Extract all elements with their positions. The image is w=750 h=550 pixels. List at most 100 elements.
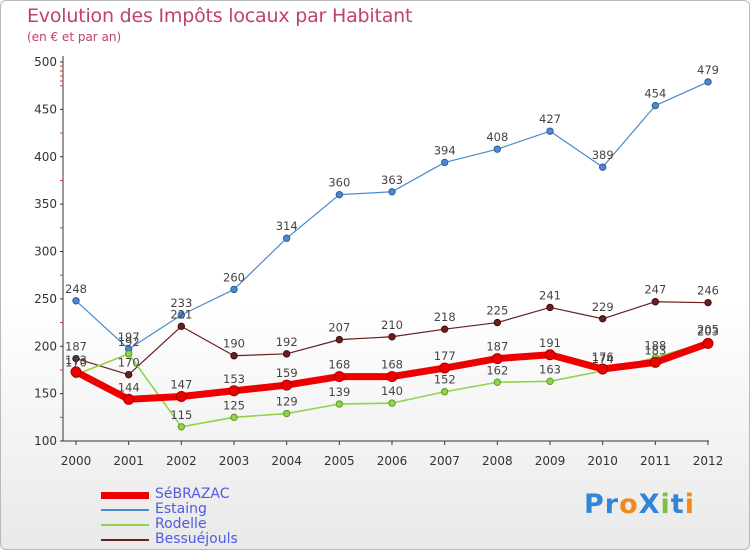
legend-label: SéBRAZAC — [155, 486, 230, 502]
data-label: 363 — [381, 173, 403, 187]
legend-swatch — [101, 524, 149, 526]
data-point-bessuejouls — [651, 298, 660, 306]
data-point-estaing — [282, 234, 291, 242]
data-point-sebrazac — [123, 393, 135, 405]
data-point-sebrazac — [702, 337, 714, 349]
data-point-sebrazac — [491, 353, 503, 365]
y-tick-label: 100 — [34, 434, 57, 448]
data-point-rodelle — [546, 377, 554, 386]
data-label: 246 — [697, 284, 719, 298]
data-point-rodelle — [493, 378, 502, 386]
data-point-rodelle — [388, 399, 396, 407]
data-point-rodelle — [177, 423, 186, 431]
data-point-estaing — [546, 127, 554, 135]
y-tick-label: 350 — [34, 197, 57, 211]
data-point-rodelle — [335, 400, 344, 408]
data-label: 218 — [434, 310, 456, 324]
data-point-estaing — [704, 78, 712, 86]
logo-letter: X — [638, 489, 661, 520]
data-label: 260 — [223, 270, 245, 284]
data-point-bessuejouls — [282, 350, 291, 358]
data-point-estaing — [651, 101, 660, 110]
data-label: 479 — [697, 63, 719, 77]
data-label: 147 — [170, 377, 192, 391]
data-label: 152 — [434, 373, 456, 387]
data-point-estaing — [335, 190, 344, 199]
data-label: 187 — [486, 340, 508, 354]
data-point-bessuejouls — [230, 352, 238, 360]
data-label: 125 — [223, 398, 245, 412]
data-label: 229 — [592, 300, 614, 314]
data-label: 207 — [328, 321, 350, 335]
data-label: 247 — [644, 283, 666, 297]
logo-letter: P — [584, 489, 605, 520]
y-tick-label: 400 — [34, 150, 57, 164]
data-label: 173 — [65, 353, 87, 367]
data-point-bessuejouls — [440, 325, 449, 333]
data-point-sebrazac — [175, 390, 187, 402]
data-point-rodelle — [282, 409, 291, 418]
data-label: 408 — [486, 130, 508, 144]
logo-letter: o — [619, 489, 639, 520]
x-tick-label: 2005 — [324, 454, 355, 468]
x-tick-label: 2011 — [640, 454, 671, 468]
data-label: 394 — [434, 143, 456, 157]
x-tick-label: 2009 — [535, 454, 566, 468]
y-tick-label: 250 — [34, 292, 57, 306]
data-label: 129 — [276, 395, 298, 409]
legend-swatch — [101, 491, 149, 499]
data-label: 144 — [118, 380, 140, 394]
data-label: 187 — [65, 340, 87, 354]
x-tick-label: 2006 — [377, 454, 408, 468]
data-point-sebrazac — [649, 356, 661, 368]
data-point-estaing — [493, 145, 502, 153]
data-point-sebrazac — [439, 362, 451, 374]
x-tick-label: 2001 — [113, 454, 144, 468]
data-label: 159 — [276, 366, 298, 380]
data-label: 221 — [170, 307, 192, 321]
data-point-sebrazac — [386, 371, 398, 383]
data-point-sebrazac — [544, 349, 556, 361]
data-label: 197 — [118, 330, 140, 344]
data-label: 241 — [539, 288, 561, 302]
data-point-rodelle — [124, 350, 133, 358]
data-label: 177 — [434, 349, 456, 363]
x-tick-label: 2003 — [219, 454, 250, 468]
data-label: 360 — [328, 176, 350, 190]
data-label: 176 — [592, 350, 614, 364]
data-label: 153 — [223, 372, 245, 386]
x-tick-label: 2004 — [271, 454, 302, 468]
data-label: 203 — [697, 324, 719, 338]
logo-letter: i — [684, 489, 695, 520]
x-tick-label: 2007 — [429, 454, 460, 468]
data-label: 427 — [539, 112, 561, 126]
data-label: 192 — [276, 335, 298, 349]
data-point-estaing — [72, 297, 80, 305]
chart-title: Evolution des Impôts locaux par Habitant — [27, 5, 413, 27]
data-point-rodelle — [440, 388, 449, 396]
data-label: 454 — [644, 87, 666, 101]
x-tick-label: 2002 — [166, 454, 197, 468]
y-tick-label: 300 — [34, 245, 57, 259]
proxiti-logo: ProXiti — [584, 489, 695, 520]
data-point-bessuejouls — [704, 298, 712, 307]
data-label: 190 — [223, 337, 245, 351]
y-tick-label: 500 — [34, 55, 57, 69]
data-point-sebrazac — [228, 385, 240, 397]
y-tick-label: 150 — [34, 387, 57, 401]
data-point-estaing — [230, 285, 238, 294]
legend-label: Estaing — [155, 501, 207, 517]
data-point-bessuejouls — [388, 333, 396, 341]
data-label: 168 — [328, 358, 350, 372]
y-tick-label: 200 — [34, 339, 57, 353]
data-label: 168 — [381, 358, 403, 372]
data-label: 233 — [170, 296, 192, 310]
legend-swatch — [101, 509, 149, 511]
data-label: 248 — [65, 282, 87, 296]
x-tick-label: 2008 — [482, 454, 513, 468]
x-tick-label: 2010 — [587, 454, 618, 468]
data-label: 163 — [539, 362, 561, 376]
data-label: 174 — [592, 352, 614, 366]
